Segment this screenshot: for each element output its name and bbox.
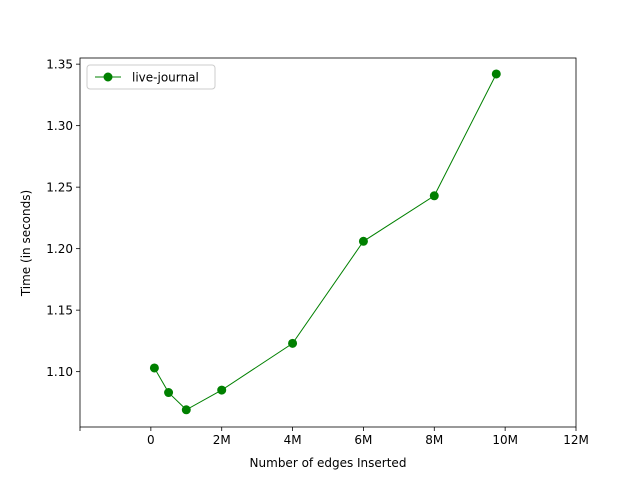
x-axis: 0 2M 4M 6M 8M 10M 12M: [79, 427, 589, 447]
legend-box: [86, 64, 216, 90]
data-point: [358, 236, 368, 246]
y-tick-label: 1.10: [46, 365, 73, 379]
y-tick-label: 1.25: [46, 181, 73, 195]
x-axis-label: Number of edges Inserted: [250, 456, 407, 470]
series-layer: [149, 69, 501, 415]
y-tick-label: 1.15: [46, 304, 73, 318]
data-point: [181, 405, 191, 415]
legend-label: live-journal: [132, 71, 199, 85]
axes-frame: [79, 57, 577, 428]
y-axis-label: Time (in seconds): [19, 190, 33, 297]
y-tick-label: 1.20: [46, 242, 73, 256]
x-tick-label: 12M: [563, 433, 589, 447]
y-tick-label: 1.30: [46, 119, 73, 133]
y-axis: 1.10 1.15 1.20 1.25 1.30 1.35: [46, 58, 80, 379]
y-tick-label: 1.35: [46, 58, 73, 72]
data-point: [217, 385, 227, 395]
data-point: [491, 69, 501, 79]
x-tick-label: 0: [147, 433, 155, 447]
data-point: [149, 363, 159, 373]
plot-area: [79, 57, 577, 428]
x-tick-label: 10M: [492, 433, 518, 447]
legend: live-journal: [86, 64, 216, 90]
x-tick-label: 4M: [284, 433, 302, 447]
data-point: [164, 388, 174, 398]
x-tick-label: 8M: [425, 433, 443, 447]
data-point: [429, 191, 439, 201]
legend-marker: [103, 72, 113, 82]
x-tick-label: 2M: [213, 433, 231, 447]
data-point: [288, 338, 298, 348]
x-tick-label: 6M: [354, 433, 372, 447]
